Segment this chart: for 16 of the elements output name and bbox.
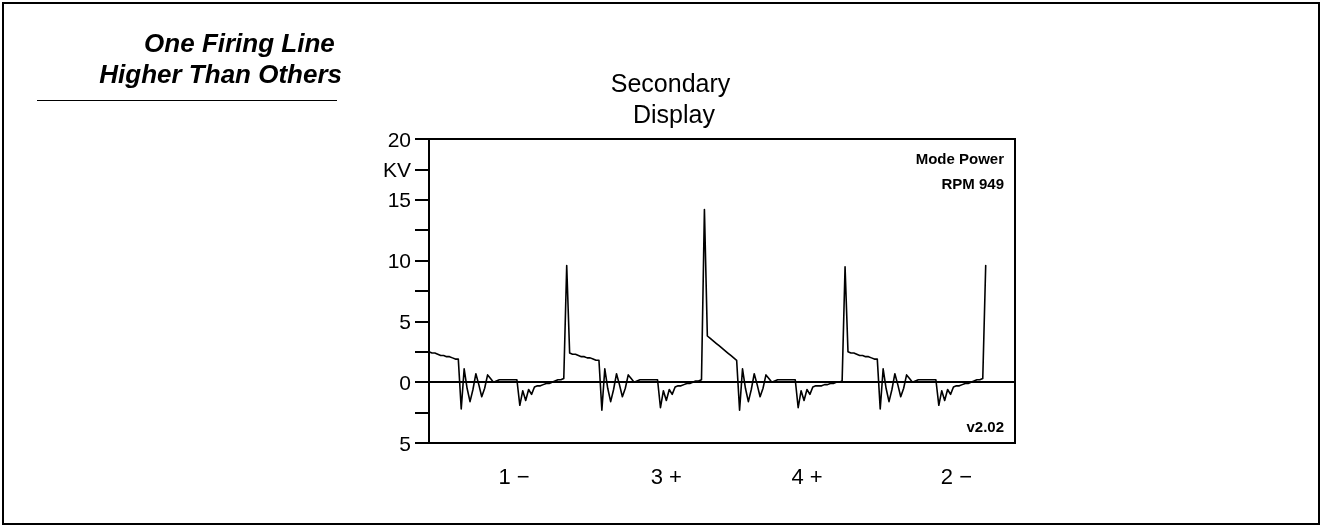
text: One Firing Line Higher Than Others [99,27,342,89]
y-tick-label: 5 [399,309,411,333]
annotation: RPM 949 [941,175,1004,192]
x-tick-label: 2 − [940,463,972,489]
x-tick-label: 3 + [650,463,682,489]
y-tick-label: 5 [399,431,411,455]
x-tick-label: 4 + [791,463,823,489]
y-tick-label: 15 [387,188,411,212]
x-tick-label: 1 − [498,463,530,489]
y-tick-label: KV [382,157,411,181]
annotation: Mode Power [915,150,1005,167]
y-tick-label: 20 [387,127,411,151]
y-tick-label: 10 [387,249,411,273]
chart-subtitle: Secondary Display [610,68,738,128]
y-tick-label: 0 [399,370,411,394]
annotation: v2.02 [966,418,1004,435]
